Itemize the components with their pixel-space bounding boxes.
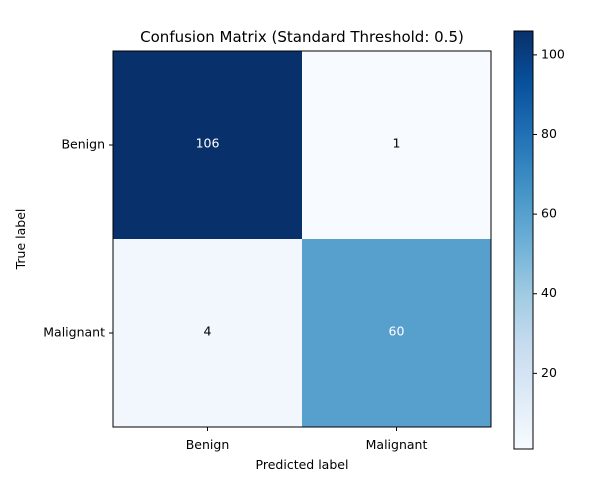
colorbar bbox=[513, 30, 534, 450]
colorbar-tick-label: 80 bbox=[541, 126, 557, 141]
x-axis-ticks: Benign Malignant bbox=[186, 427, 428, 452]
colorbar-tick-label: 60 bbox=[541, 206, 557, 221]
x-axis-label: Predicted label bbox=[256, 457, 349, 472]
y-tick-label: Benign bbox=[61, 137, 105, 152]
heatmap-cell bbox=[113, 51, 302, 239]
colorbar-tick-label: 40 bbox=[541, 285, 557, 300]
x-tick-label: Malignant bbox=[366, 437, 428, 452]
cell-value-label: 60 bbox=[389, 324, 405, 339]
colorbar-tick-label: 20 bbox=[541, 365, 557, 380]
y-tick-label: Malignant bbox=[43, 325, 105, 340]
cell-value-label: 1 bbox=[393, 136, 401, 151]
heatmap-cell bbox=[302, 239, 491, 427]
y-axis-label: True label bbox=[13, 209, 28, 271]
y-axis-ticks: Benign Malignant bbox=[43, 137, 113, 340]
heatmap-cell bbox=[113, 239, 302, 427]
colorbar-tick-label: 100 bbox=[541, 46, 565, 61]
colorbar-ticks: 20 40 60 80 100 bbox=[533, 46, 565, 380]
chart-title: Confusion Matrix (Standard Threshold: 0.… bbox=[140, 28, 464, 46]
cell-value-label: 106 bbox=[196, 136, 220, 151]
cell-value-label: 4 bbox=[204, 324, 212, 339]
heatmap-cell bbox=[302, 51, 491, 239]
plot-frame bbox=[112, 50, 492, 428]
x-tick-label: Benign bbox=[186, 437, 230, 452]
heatmap-cells: 106 1 4 60 bbox=[113, 51, 491, 427]
